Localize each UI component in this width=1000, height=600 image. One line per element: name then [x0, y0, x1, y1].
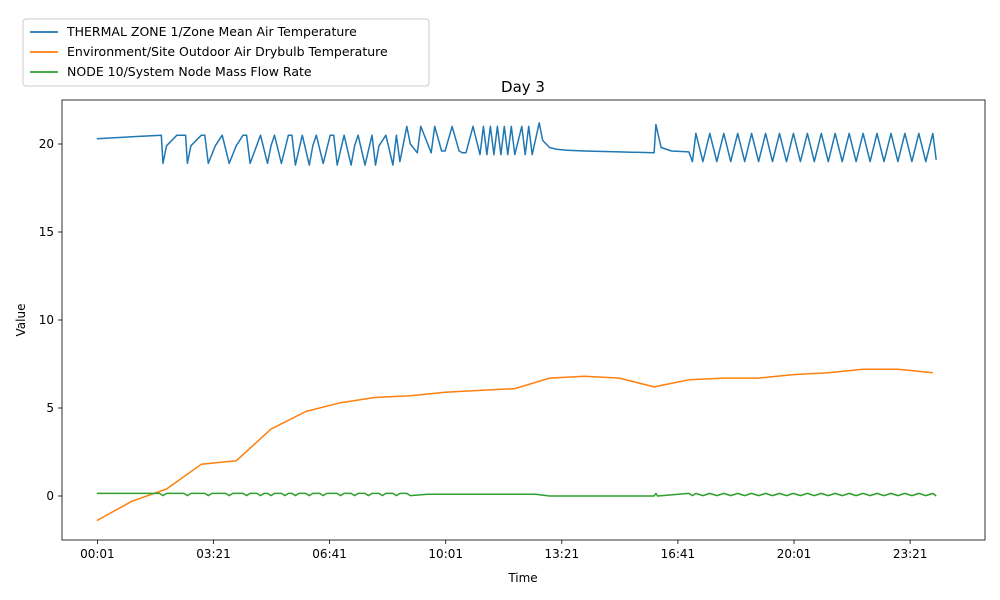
y-tick-label: 0 — [46, 489, 54, 503]
y-tick-label: 5 — [46, 401, 54, 415]
legend-label-2: Environment/Site Outdoor Air Drybulb Tem… — [67, 44, 388, 59]
x-axis-label: Time — [507, 571, 537, 585]
x-tick-label: 13:21 — [545, 547, 580, 561]
x-tick-label: 03:21 — [196, 547, 231, 561]
legend: THERMAL ZONE 1/Zone Mean Air Temperature… — [22, 18, 430, 87]
legend-label-1: THERMAL ZONE 1/Zone Mean Air Temperature — [66, 24, 357, 39]
y-tick-label: 15 — [39, 225, 54, 239]
series-line-1 — [96, 122, 937, 166]
x-tick-label: 10:01 — [428, 547, 463, 561]
y-tick-label: 10 — [39, 313, 54, 327]
x-axis: 00:01 03:21 06:41 10:01 13:21 16:41 20:01 23:21 — [80, 540, 927, 561]
chart-title: Day 3 — [501, 78, 545, 96]
series-line-2 — [96, 368, 933, 522]
x-tick-label: 06:41 — [312, 547, 347, 561]
plot-background — [62, 100, 985, 540]
x-tick-label: 00:01 — [80, 547, 115, 561]
series-line-3 — [96, 492, 937, 497]
x-tick-label: 20:01 — [777, 547, 812, 561]
y-axis: 0 5 10 15 20 — [39, 137, 62, 503]
legend-box — [22, 18, 430, 87]
y-axis-label: Value — [14, 304, 28, 337]
y-tick-label: 20 — [39, 137, 54, 151]
legend-label-3: NODE 10/System Node Mass Flow Rate — [67, 64, 312, 79]
plot-area — [61, 99, 986, 541]
x-tick-label: 16:41 — [661, 547, 696, 561]
x-tick-label: 23:21 — [893, 547, 928, 561]
